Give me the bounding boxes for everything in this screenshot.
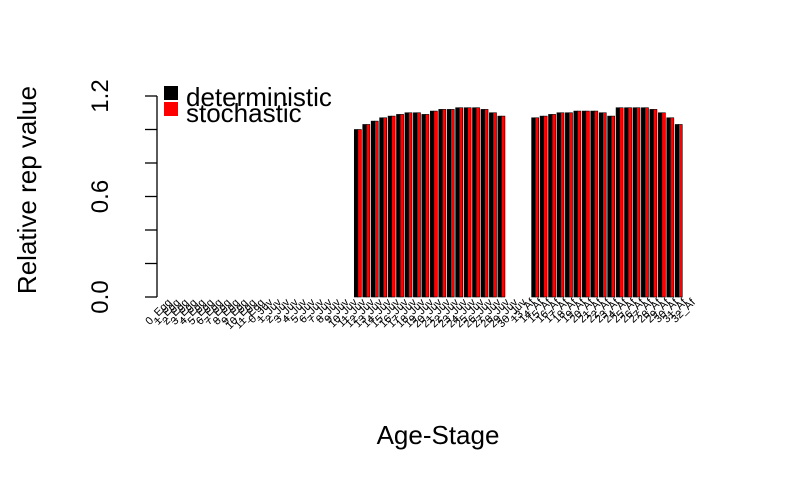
bar-stochastic — [551, 114, 556, 298]
bar-deterministic — [472, 107, 477, 298]
bar-deterministic — [565, 112, 570, 298]
legend-swatch — [164, 86, 178, 100]
bar-stochastic — [365, 124, 371, 298]
bar-deterministic — [429, 110, 435, 298]
bar-deterministic — [404, 112, 409, 298]
bar-deterministic — [539, 115, 544, 298]
bar-deterministic — [556, 112, 561, 298]
bar-stochastic — [416, 112, 421, 298]
bar-stochastic — [644, 107, 649, 298]
bar-deterministic — [413, 112, 418, 298]
bar-stochastic — [636, 107, 641, 298]
y-axis: 0.0 0.6 1.2 — [87, 79, 158, 314]
bar-deterministic — [370, 120, 376, 298]
y-axis-label: Relative rep value — [12, 86, 42, 294]
bar-stochastic — [627, 107, 632, 298]
bar-stochastic — [619, 107, 624, 298]
bar-stochastic — [450, 109, 455, 298]
bar-deterministic — [615, 107, 620, 298]
bar-deterministic — [649, 109, 654, 298]
bar-deterministic — [548, 114, 553, 298]
bar-deterministic — [446, 109, 452, 298]
bar-stochastic — [669, 117, 675, 298]
bar-stochastic — [458, 107, 464, 298]
bar-stochastic — [391, 115, 396, 298]
legend-label: stochastic — [186, 98, 302, 128]
bar-stochastic — [492, 112, 497, 298]
legend-swatch — [164, 102, 178, 116]
y-tick-label: 0.6 — [87, 180, 114, 213]
bar-stochastic — [602, 112, 607, 298]
bar-stochastic — [382, 117, 388, 298]
bar-stochastic — [568, 112, 573, 298]
bar-deterministic — [674, 124, 680, 298]
bar-stochastic — [577, 110, 582, 298]
y-tick-label: 0.0 — [87, 280, 114, 313]
bar-stochastic — [357, 129, 362, 298]
bar-deterministic — [641, 107, 646, 298]
bar-stochastic — [653, 109, 658, 298]
legend-label: deterministic — [186, 82, 332, 112]
bar-stochastic — [534, 117, 540, 298]
bar-deterministic — [666, 117, 671, 298]
bar-deterministic — [438, 109, 443, 298]
bar-deterministic — [573, 110, 578, 298]
bar-stochastic — [543, 115, 548, 298]
bar-deterministic — [581, 110, 587, 298]
bar-deterministic — [531, 117, 536, 298]
x-axis-label: Age-Stage — [377, 420, 500, 450]
bar-deterministic — [632, 107, 637, 298]
bar-deterministic — [497, 115, 502, 298]
bar-stochastic — [399, 114, 404, 298]
bar-deterministic — [362, 124, 367, 298]
bar-deterministic — [657, 112, 663, 298]
bar-stochastic — [374, 120, 379, 298]
bar-deterministic — [489, 112, 494, 298]
bar-stochastic — [610, 115, 616, 298]
bar-stochastic — [433, 110, 438, 298]
bar-stochastic — [501, 115, 506, 298]
bar-stochastic — [467, 107, 472, 298]
bar-stochastic — [425, 114, 430, 298]
y-tick-label: 1.2 — [87, 79, 114, 112]
bar-deterministic — [590, 110, 595, 298]
bar-stochastic — [441, 109, 447, 298]
bar-stochastic — [678, 124, 683, 298]
bar-deterministic — [607, 115, 612, 298]
bar-deterministic — [387, 115, 392, 298]
bar-stochastic — [484, 109, 489, 298]
bar-stochastic — [408, 112, 413, 298]
bar-stochastic — [560, 112, 565, 298]
bar-deterministic — [396, 114, 401, 298]
bar-deterministic — [353, 129, 359, 298]
bar-deterministic — [379, 117, 384, 298]
bar-stochastic — [593, 110, 599, 298]
bar-stochastic — [585, 110, 590, 298]
bar-stochastic — [475, 107, 480, 298]
bar-deterministic — [480, 109, 485, 298]
bar-deterministic — [421, 114, 426, 298]
bar-deterministic — [463, 107, 468, 298]
bar-deterministic — [455, 107, 460, 298]
bars-layer — [353, 107, 683, 298]
bar-stochastic — [661, 112, 666, 298]
bar-deterministic — [624, 107, 629, 298]
bar-deterministic — [598, 112, 604, 298]
x-tick-labels: 0_Egg1_Egg2_Egg3_Egg4_Egg5_Egg6_Egg7_Egg… — [143, 296, 698, 332]
